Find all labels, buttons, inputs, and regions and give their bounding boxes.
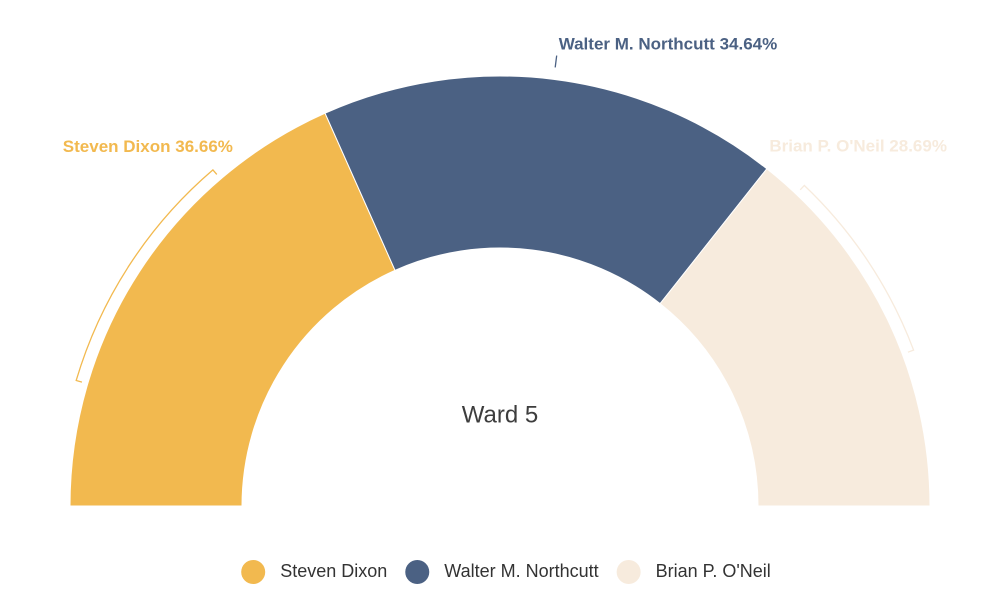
- legend-swatch: [241, 560, 266, 584]
- legend-swatch: [616, 560, 641, 584]
- segment: [324, 75, 768, 305]
- label-name: Steven Dixon: [63, 137, 171, 156]
- label-name: Walter M. Northcutt: [559, 35, 715, 54]
- legend-label: Walter M. Northcutt: [444, 561, 598, 581]
- legend-item: Steven Dixon: [241, 560, 387, 584]
- segment: [659, 168, 931, 507]
- label-bracket: [799, 184, 915, 353]
- label-bracket: [75, 169, 218, 383]
- segment: [69, 112, 396, 507]
- data-label: Steven Dixon 36.66%: [63, 137, 233, 156]
- legend-item: Walter M. Northcutt: [405, 560, 599, 584]
- legend-label: Brian P. O'Neil: [656, 561, 771, 581]
- legend-swatch: [405, 560, 430, 584]
- label-value: 34.64%: [720, 35, 778, 54]
- label-value: 36.66%: [175, 137, 233, 156]
- label-leader: [554, 55, 558, 68]
- data-label: Walter M. Northcutt 34.64%: [559, 35, 778, 54]
- center-label: Ward 5: [462, 401, 538, 428]
- label-name: Brian P. O'Neil: [769, 137, 884, 156]
- data-label: Brian P. O'Neil 28.69%: [769, 137, 947, 156]
- label-value: 28.69%: [889, 137, 947, 156]
- legend-item: Brian P. O'Neil: [616, 560, 771, 584]
- legend-label: Steven Dixon: [280, 561, 387, 581]
